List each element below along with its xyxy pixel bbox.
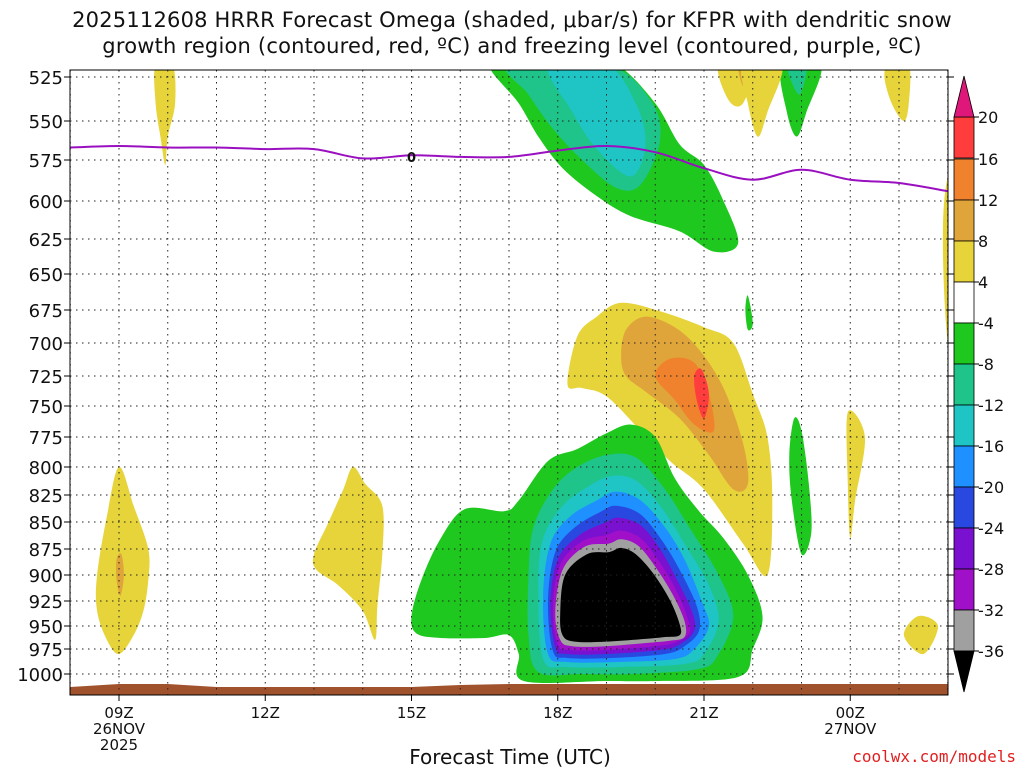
colorbar-label: 20 xyxy=(978,108,998,127)
y-tick-label: 575 xyxy=(29,151,63,172)
freezing-level-label: 0 xyxy=(407,151,416,166)
omega-region-19 xyxy=(903,615,939,655)
y-tick-label: 550 xyxy=(29,112,63,133)
colorbar-band-9 xyxy=(953,486,975,529)
x-tick-label: 27NOV xyxy=(824,720,877,738)
omega-region-16 xyxy=(789,417,812,556)
omega-region-8 xyxy=(884,70,911,121)
y-tick-label: 1000 xyxy=(17,665,63,686)
omega-region-7 xyxy=(741,70,783,137)
y-tick-label: 950 xyxy=(29,617,63,638)
colorbar-bottom-arrow xyxy=(953,650,975,693)
colorbar-label: -28 xyxy=(978,560,1004,579)
x-axis-label: Forecast Time (UTC) xyxy=(409,745,611,769)
x-tick-label: 12Z xyxy=(251,704,280,722)
omega-region-11 xyxy=(745,295,753,331)
colorbar-band-5 xyxy=(953,322,975,365)
y-tick-label: 525 xyxy=(29,68,63,89)
credit-link[interactable]: coolwx.com/models xyxy=(852,747,1016,766)
x-tick-label: 00Z xyxy=(836,704,865,722)
x-tick-label: 21Z xyxy=(689,704,718,722)
omega-region-28 xyxy=(560,547,682,643)
colorbar-label: -24 xyxy=(978,519,1004,538)
plot-frame xyxy=(69,69,949,696)
y-tick-label: 800 xyxy=(29,458,63,479)
y-tick-label: 875 xyxy=(29,540,63,561)
colorbar-label: 12 xyxy=(978,191,998,210)
y-tick-label: 750 xyxy=(29,397,63,418)
y-tick-label: 850 xyxy=(29,513,63,534)
y-tick-label: 975 xyxy=(29,640,63,661)
colorbar-band-6 xyxy=(953,363,975,406)
colorbar-band-11 xyxy=(953,568,975,611)
colorbar-band-0 xyxy=(953,116,975,159)
colorbar-band-1 xyxy=(953,158,975,201)
colorbar-top-arrow xyxy=(953,75,975,118)
colorbar-label: 4 xyxy=(978,273,988,292)
y-tick-label: 675 xyxy=(29,301,63,322)
colorbar-label: -20 xyxy=(978,478,1004,497)
chart-title-line1: 2025112608 HRRR Forecast Omega (shaded, … xyxy=(72,8,952,32)
y-tick-label: 700 xyxy=(29,334,63,355)
colorbar-band-2 xyxy=(953,199,975,242)
y-tick-label: 600 xyxy=(29,192,63,213)
omega-region-10 xyxy=(942,175,948,345)
x-tick-label: 18Z xyxy=(543,704,572,722)
colorbar-label: -32 xyxy=(978,601,1004,620)
y-tick-label: 775 xyxy=(29,428,63,449)
y-tick-label: 725 xyxy=(29,367,63,388)
y-tick-label: 825 xyxy=(29,486,63,507)
y-tick-label: 925 xyxy=(29,592,63,613)
colorbar-band-10 xyxy=(953,527,975,570)
colorbar-label: -16 xyxy=(978,437,1004,456)
x-tick-label: 15Z xyxy=(397,704,426,722)
colorbar-label: -4 xyxy=(978,314,994,333)
omega-region-17 xyxy=(846,410,866,539)
x-tick-label: 2025 xyxy=(100,736,138,754)
omega-region-30 xyxy=(116,553,124,596)
omega-region-9 xyxy=(154,70,176,165)
colorbar-band-7 xyxy=(953,404,975,447)
colorbar-label: -8 xyxy=(978,355,994,374)
x-tick-label: 26NOV xyxy=(93,720,146,738)
colorbar-band-3 xyxy=(953,240,975,283)
colorbar-label: 8 xyxy=(978,232,988,251)
freezing-level-line xyxy=(70,144,948,193)
colorbar-band-12 xyxy=(953,609,975,652)
omega-region-2 xyxy=(547,70,646,177)
x-tick-label: 09Z xyxy=(104,704,133,722)
omega-region-31 xyxy=(312,466,384,640)
colorbar-label: -12 xyxy=(978,396,1004,415)
colorbar-band-4 xyxy=(953,281,975,324)
chart-title-line2: growth region (contoured, red, ºC) and f… xyxy=(102,34,922,58)
y-tick-label: 900 xyxy=(29,566,63,587)
colorbar-label: -36 xyxy=(978,642,1004,661)
omega-region-15 xyxy=(694,368,709,419)
omega-region-3 xyxy=(780,70,822,137)
colorbar-band-8 xyxy=(953,445,975,488)
omega-region-12 xyxy=(567,302,773,577)
y-tick-label: 650 xyxy=(29,265,63,286)
colorbar-label: 16 xyxy=(978,150,998,169)
y-tick-label: 625 xyxy=(29,230,63,251)
